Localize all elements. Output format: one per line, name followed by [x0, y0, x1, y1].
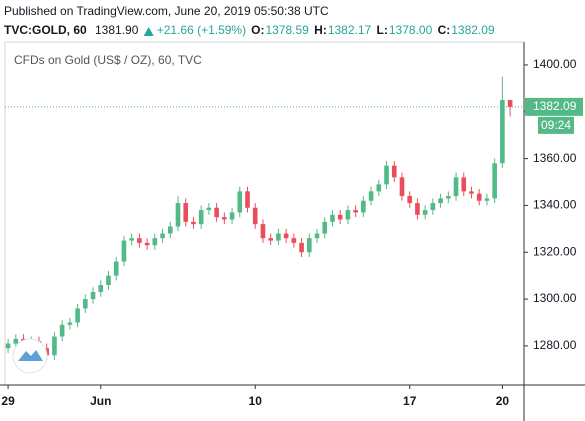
ohlc-label: O: [251, 23, 264, 37]
candle-body [345, 210, 351, 220]
candle-body [314, 233, 320, 239]
x-tick-label: 10 [249, 394, 263, 408]
candle-body [83, 299, 88, 309]
candle-body [75, 308, 80, 323]
candle-body [461, 177, 467, 192]
candle-body [306, 238, 312, 253]
candle-body [198, 210, 204, 225]
candle-body [5, 343, 11, 349]
candle-body [260, 224, 266, 239]
last-price-label: 1382.09 [533, 99, 577, 113]
candle-body [67, 322, 73, 325]
ohlc-label: H: [314, 23, 327, 37]
candle-body [229, 212, 235, 220]
last-price-box [525, 97, 583, 116]
chart-title: CFDs on Gold (US$ / OZ), 60, TVC [14, 53, 202, 67]
y-tick-label: 1360.00 [533, 151, 577, 165]
candle-body [121, 240, 127, 262]
y-tick-label: 1320.00 [533, 244, 577, 258]
candle-body [415, 203, 420, 215]
candle-body [422, 210, 428, 215]
ohlc-value: 1378.00 [389, 23, 433, 37]
candle-body [322, 221, 328, 234]
candle-body [59, 324, 65, 337]
candle-body [191, 221, 196, 225]
candle-body [353, 210, 358, 213]
candle-body [407, 196, 413, 204]
candle-body [376, 184, 382, 192]
last-value: 1381.90 [95, 23, 139, 37]
candle-body [268, 238, 273, 241]
candle-body [283, 233, 289, 239]
candle-body [361, 200, 366, 213]
ohlc-value: 1382.09 [451, 23, 495, 37]
candle-body [445, 196, 451, 199]
x-tick-label: Jun [90, 394, 111, 408]
change: +21.66 (+1.59%) [157, 23, 246, 37]
y-tick-label: 1340.00 [533, 198, 577, 212]
candle-body [52, 336, 57, 356]
y-tick-label: 1300.00 [533, 291, 577, 305]
countdown-box [538, 116, 574, 134]
candle-body [291, 238, 297, 243]
candle-body [13, 338, 19, 344]
candle-body [129, 238, 134, 241]
candle-body [214, 207, 219, 218]
up-arrow-icon [143, 27, 154, 36]
candle-body [222, 217, 227, 220]
candle-body [252, 207, 258, 225]
candle-body [237, 191, 243, 213]
y-tick-label: 1280.00 [533, 338, 577, 352]
candle-body [492, 163, 497, 199]
x-tick-label: 20 [496, 394, 510, 408]
candle-body [90, 292, 96, 300]
candle-body [500, 100, 505, 164]
candle-body [183, 203, 189, 222]
candle-body [330, 214, 335, 222]
candle-body [106, 275, 111, 286]
candle-body [299, 242, 304, 253]
symbol: TVC:GOLD, 60 [4, 23, 87, 37]
candle-body [337, 214, 343, 220]
ohlc-value: 1378.59 [265, 23, 309, 37]
candle-body [507, 100, 513, 107]
candle-body [469, 191, 474, 194]
candle-body [144, 242, 150, 246]
candle-body [276, 233, 281, 241]
candle-body [98, 285, 104, 293]
candle-body [484, 198, 490, 201]
ohlc-value: 1382.17 [328, 23, 372, 37]
candle-body [438, 198, 443, 204]
candle-body [399, 177, 405, 197]
x-tick-label: 29 [1, 394, 15, 408]
candle-body [384, 165, 389, 185]
x-tick-label: 17 [403, 394, 417, 408]
candle-body [368, 191, 374, 201]
candle-body [175, 203, 181, 227]
candle-body [160, 233, 165, 239]
logo [12, 338, 48, 374]
candle-body [137, 238, 142, 243]
candle-body [430, 203, 436, 211]
ohlc-label: C: [438, 23, 451, 37]
candle-body [391, 165, 397, 178]
countdown: 09:24 [541, 118, 571, 132]
published: Published on TradingView.com, June 20, 2… [4, 4, 329, 18]
candle-body [245, 191, 250, 208]
candle-body [152, 238, 158, 246]
candle-body [206, 207, 212, 211]
candle-body [113, 261, 119, 276]
candle-body [453, 177, 459, 197]
y-tick-label: 1400.00 [533, 57, 577, 71]
candle-body [476, 193, 482, 201]
ohlc-label: L: [377, 23, 388, 37]
candle-body [167, 226, 173, 234]
